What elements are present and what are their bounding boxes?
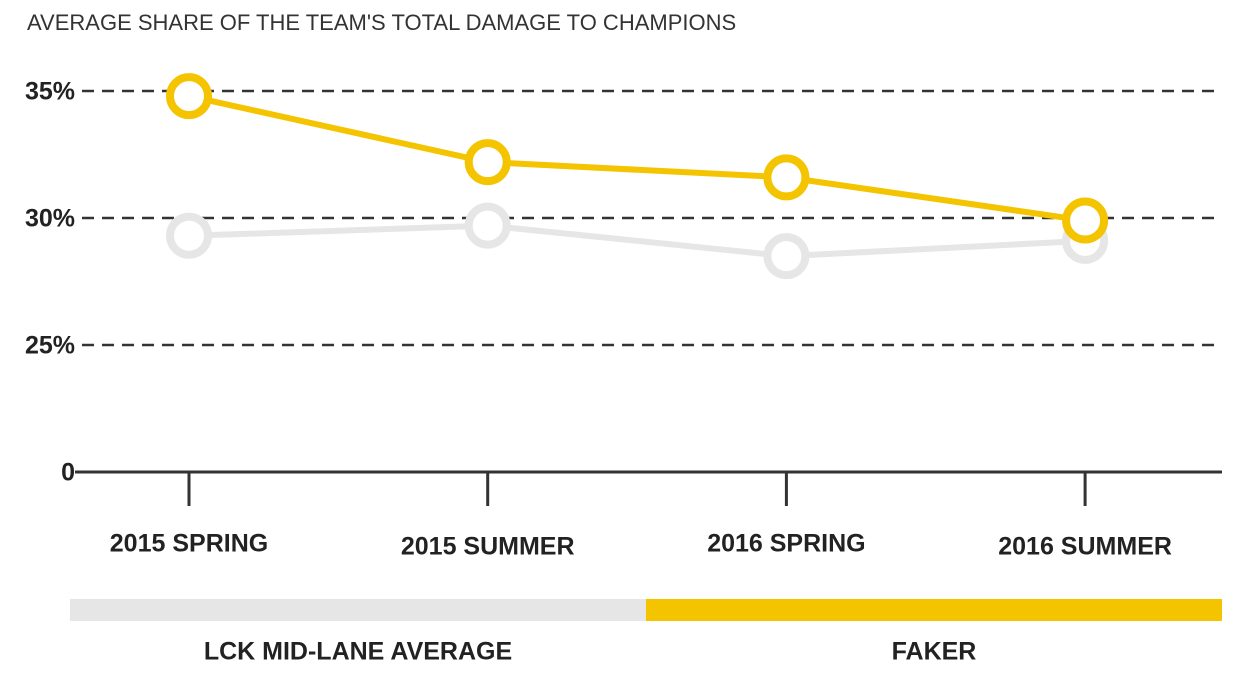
legend-label: LCK MID-LANE AVERAGE (204, 638, 512, 666)
point (1062, 197, 1109, 244)
y-tick-label: 25% (25, 332, 75, 360)
y-tick-label: 0 (61, 459, 75, 487)
series-line (188, 222, 1086, 260)
legend-swatch (646, 599, 1222, 621)
point (763, 233, 810, 280)
point (464, 139, 511, 186)
point (166, 212, 212, 259)
legend-label: FAKER (892, 638, 977, 666)
y-tick-label: 35% (25, 78, 75, 106)
chart-title: AVERAGE SHARE OF THE TEAM'S TOTAL DAMAGE… (27, 10, 736, 35)
x-tick-label: 2015 SUMMER (401, 533, 575, 561)
legend-swatch (70, 599, 646, 621)
x-tick-label: 2016 SPRING (707, 530, 865, 558)
point (464, 202, 511, 249)
x-tick-label: 2015 SPRING (110, 530, 268, 558)
y-tick-label: 30% (25, 205, 75, 233)
series-line (188, 93, 1086, 224)
point (166, 73, 212, 120)
x-tick-label: 2016 SUMMER (998, 533, 1172, 561)
point (763, 154, 810, 201)
